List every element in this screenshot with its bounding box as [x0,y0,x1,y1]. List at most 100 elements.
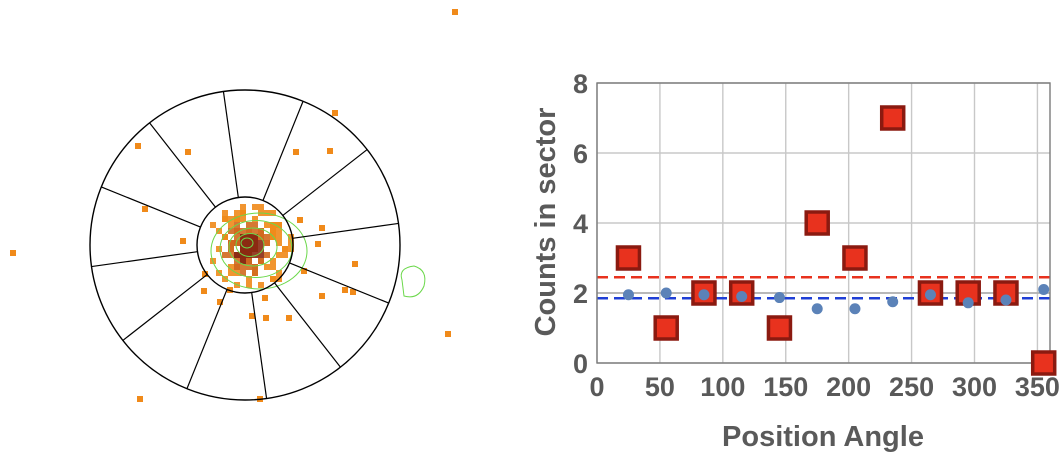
y-axis-label: Counts in sector [530,108,562,337]
event-pixel [293,149,299,155]
event-pixel [258,246,264,252]
y-tick-label: 6 [573,139,588,169]
event-pixel [246,282,252,288]
event-pixel [222,210,228,216]
event-pixel [258,204,264,210]
event-pixel [246,240,252,246]
event-pixel [270,258,276,264]
event-pixel [270,228,276,234]
event-pixel [286,315,292,321]
sector-divider [222,91,239,198]
event-pixel [282,252,288,258]
event-pixel [180,238,186,244]
sector-divider [282,149,368,216]
y-tick-label: 2 [573,279,588,309]
event-pixel [142,206,148,212]
data-point-circle [622,289,634,301]
event-pixel [258,240,264,246]
event-pixel [222,276,228,282]
contour-line [219,220,293,278]
event-pixel [210,222,216,228]
event-pixel [249,313,255,319]
data-point-circle [660,287,672,299]
event-pixel [350,289,356,295]
event-pixel [264,252,270,258]
event-pixel [228,240,234,246]
event-pixel [246,246,252,252]
event-pixel [258,228,264,234]
event-pixel [246,264,252,270]
event-pixel [276,252,282,258]
event-pixel [216,246,222,252]
tick-labels: 0 50 100 150 200 250 300 350 0 2 4 6 8 [573,69,1060,402]
plot-border [596,82,1051,364]
event-pixel [288,234,294,240]
event-pixel [202,271,208,277]
y-tick-label: 8 [573,69,588,99]
event-pixel [319,293,325,299]
data-point-square [653,315,679,341]
event-pixel [252,216,258,222]
event-pixel [240,246,246,252]
y-tick-label: 4 [573,209,588,239]
event-pixel [10,250,16,256]
sector-divider [289,262,389,304]
data-point-square [842,245,868,271]
event-pixel [246,228,252,234]
data-point-circle [962,297,974,309]
event-pixel [276,222,282,228]
x-axis-label: Position Angle [722,421,924,453]
contour-lines [210,212,426,298]
event-pixel [264,264,270,270]
event-pixel [217,299,223,305]
sector-map-panel [10,9,458,402]
x-tick-label: 250 [889,372,934,402]
event-pixel [264,234,270,240]
event-pixel [276,228,282,234]
event-pixel [240,264,246,270]
data-point-circle [811,303,823,315]
event-pixel [234,210,240,216]
event-pixel [240,270,246,276]
sector-divider [91,251,198,268]
event-pixel [262,295,268,301]
event-pixel [240,240,246,246]
sector-divider [101,186,201,228]
x-tick-label: 300 [952,372,997,402]
event-pixel [246,222,252,228]
event-pixel [222,252,228,258]
event-pixel [246,258,252,264]
contour-line [210,212,308,290]
event-pixel [252,222,258,228]
event-pixel [228,216,234,222]
x-tick-label: 100 [700,372,745,402]
event-pixel [234,252,240,258]
x-tick-label: 50 [645,372,675,402]
x-tick-label: 150 [763,372,808,402]
x-tick-label: 350 [1015,372,1060,402]
event-pixel [258,252,264,258]
event-pixel [264,240,270,246]
event-pixel [315,241,321,247]
event-pixel [252,234,258,240]
event-pixel [240,234,246,240]
contour-line [240,237,254,249]
event-pixel [288,246,294,252]
event-pixel [234,216,240,222]
event-pixel [252,246,258,252]
event-pixel [452,9,458,15]
event-pixel [135,143,141,149]
event-pixel [297,217,303,223]
event-pixel [222,234,228,240]
event-pixel [258,258,264,264]
event-pixel [276,270,282,276]
event-pixel [137,396,143,402]
event-pixel [332,110,338,116]
data-point-square [879,105,906,131]
event-pixel [246,252,252,258]
x-tick-label: 200 [826,372,871,402]
event-pixel [258,234,264,240]
data-point-circle [773,292,785,304]
sector-divider [274,282,341,368]
event-pixel [342,287,348,293]
